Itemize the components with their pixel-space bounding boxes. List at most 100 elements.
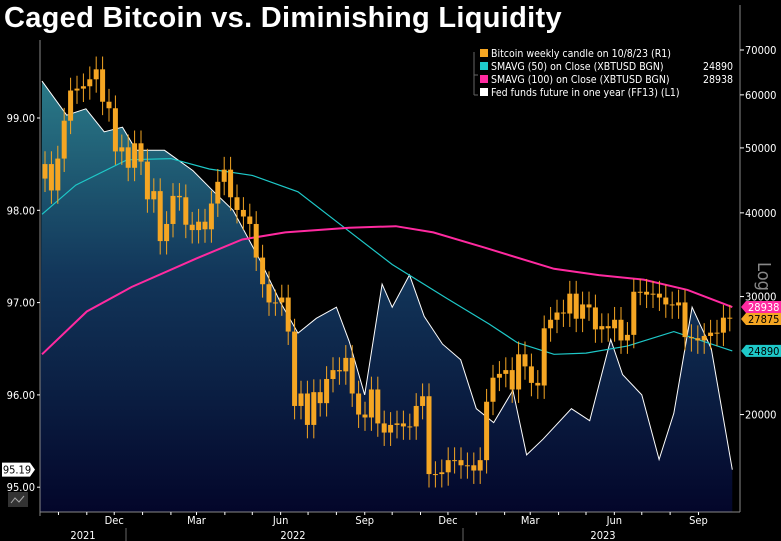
right-tick-label: 70000 bbox=[745, 44, 776, 57]
fed-funds-line bbox=[41, 80, 733, 470]
candle-body bbox=[285, 297, 291, 332]
candle-body bbox=[522, 354, 528, 367]
candle-body bbox=[362, 414, 368, 418]
candle-body bbox=[388, 424, 394, 433]
candle-body bbox=[496, 373, 502, 378]
sma50-line bbox=[41, 157, 733, 355]
fed-funds-last-value-badge bbox=[2, 462, 35, 477]
legend-swatch bbox=[480, 62, 488, 70]
candle-body bbox=[688, 337, 694, 339]
year-label: 2021 bbox=[70, 529, 95, 541]
candle-body bbox=[234, 197, 240, 210]
candle-body bbox=[484, 401, 490, 461]
candle-body bbox=[100, 69, 106, 102]
candle-body bbox=[349, 357, 355, 394]
candle-body bbox=[68, 90, 74, 121]
month-label: Mar bbox=[521, 514, 541, 527]
candle-body bbox=[183, 197, 189, 225]
candle-body bbox=[490, 377, 496, 402]
candle-body bbox=[400, 423, 406, 427]
month-label: Dec bbox=[105, 514, 124, 527]
candle-body bbox=[439, 472, 445, 475]
candle-body bbox=[298, 393, 304, 406]
month-label: Mar bbox=[187, 514, 207, 527]
legend-swatch bbox=[480, 88, 488, 96]
candle-body bbox=[624, 334, 630, 341]
candle-body bbox=[189, 224, 195, 231]
candle-body bbox=[356, 393, 362, 415]
candle-body bbox=[599, 326, 605, 330]
candle-body bbox=[330, 370, 336, 379]
candle-body bbox=[317, 392, 323, 404]
legend-label: SMAVG (50) on Close (XBTUSD BGN) bbox=[491, 61, 664, 73]
candle-body bbox=[573, 293, 579, 319]
candle-body bbox=[272, 302, 278, 304]
candle-body bbox=[612, 319, 618, 329]
candle-body bbox=[151, 191, 157, 200]
candle-body bbox=[48, 164, 54, 191]
month-label: Jun bbox=[606, 514, 622, 527]
candle-body bbox=[656, 293, 662, 298]
candle-body bbox=[637, 291, 643, 293]
month-label: Jun bbox=[272, 514, 288, 527]
candle-body bbox=[471, 465, 477, 471]
right-tick-label: 20000 bbox=[745, 409, 776, 422]
candle-body bbox=[669, 304, 675, 306]
candle-body bbox=[509, 370, 515, 390]
candle-body bbox=[87, 79, 93, 87]
right-value-badge bbox=[741, 344, 781, 357]
line-chart-icon bbox=[10, 495, 25, 504]
candle-body bbox=[304, 393, 310, 425]
candle-body bbox=[503, 370, 509, 374]
legend-value: 24890 bbox=[703, 61, 733, 73]
candle-body bbox=[586, 304, 592, 308]
candle-body bbox=[580, 304, 586, 319]
chart-title: Caged Bitcoin vs. Diminishing Liquidity bbox=[4, 2, 562, 34]
candle-body bbox=[112, 108, 118, 152]
candle-body bbox=[445, 460, 451, 473]
candle-body bbox=[516, 354, 522, 390]
candle-body bbox=[170, 195, 176, 224]
candle-body bbox=[381, 423, 387, 433]
candle-body bbox=[260, 257, 266, 285]
candle-body bbox=[80, 86, 86, 89]
candle-body bbox=[119, 147, 125, 152]
candle-body bbox=[567, 293, 573, 314]
legend-label: Bitcoin weekly candle on 10/8/23 (R1) bbox=[491, 48, 671, 60]
candle-body bbox=[631, 291, 637, 335]
candle-body bbox=[695, 338, 701, 341]
candle-body bbox=[720, 317, 726, 333]
candle-body bbox=[55, 158, 61, 191]
candle-body bbox=[93, 69, 99, 80]
candle-body bbox=[477, 460, 483, 471]
right-value-badge bbox=[741, 301, 781, 314]
chart-type-button[interactable] bbox=[8, 492, 28, 507]
candle-body bbox=[138, 143, 144, 162]
right-tick-label: 30000 bbox=[745, 291, 776, 304]
candle-body bbox=[132, 143, 138, 168]
candle-body bbox=[560, 312, 566, 314]
candle-body bbox=[343, 357, 349, 372]
left-tick-label: 97.00 bbox=[7, 297, 35, 310]
legend-swatch bbox=[480, 49, 488, 57]
candle-body bbox=[528, 366, 534, 383]
candle-body bbox=[144, 161, 150, 200]
candle-body bbox=[324, 378, 330, 404]
candle-body bbox=[253, 223, 259, 258]
left-tick-label: 95.00 bbox=[7, 481, 35, 494]
candle-body bbox=[554, 312, 560, 320]
candle-body bbox=[407, 426, 413, 428]
legend-swatch bbox=[480, 75, 488, 83]
year-label: 2022 bbox=[280, 529, 305, 541]
candle-body bbox=[592, 307, 598, 330]
month-label: Sep bbox=[689, 514, 708, 527]
fed-funds-last-value: 95.19 bbox=[3, 464, 31, 477]
candle-body bbox=[368, 389, 374, 418]
candle-body bbox=[394, 423, 400, 425]
candle-body bbox=[279, 297, 285, 303]
candle-body bbox=[714, 332, 720, 334]
candle-body bbox=[605, 326, 611, 329]
candle-body bbox=[336, 370, 342, 372]
candle-body bbox=[292, 331, 298, 406]
candle-body bbox=[432, 474, 438, 476]
